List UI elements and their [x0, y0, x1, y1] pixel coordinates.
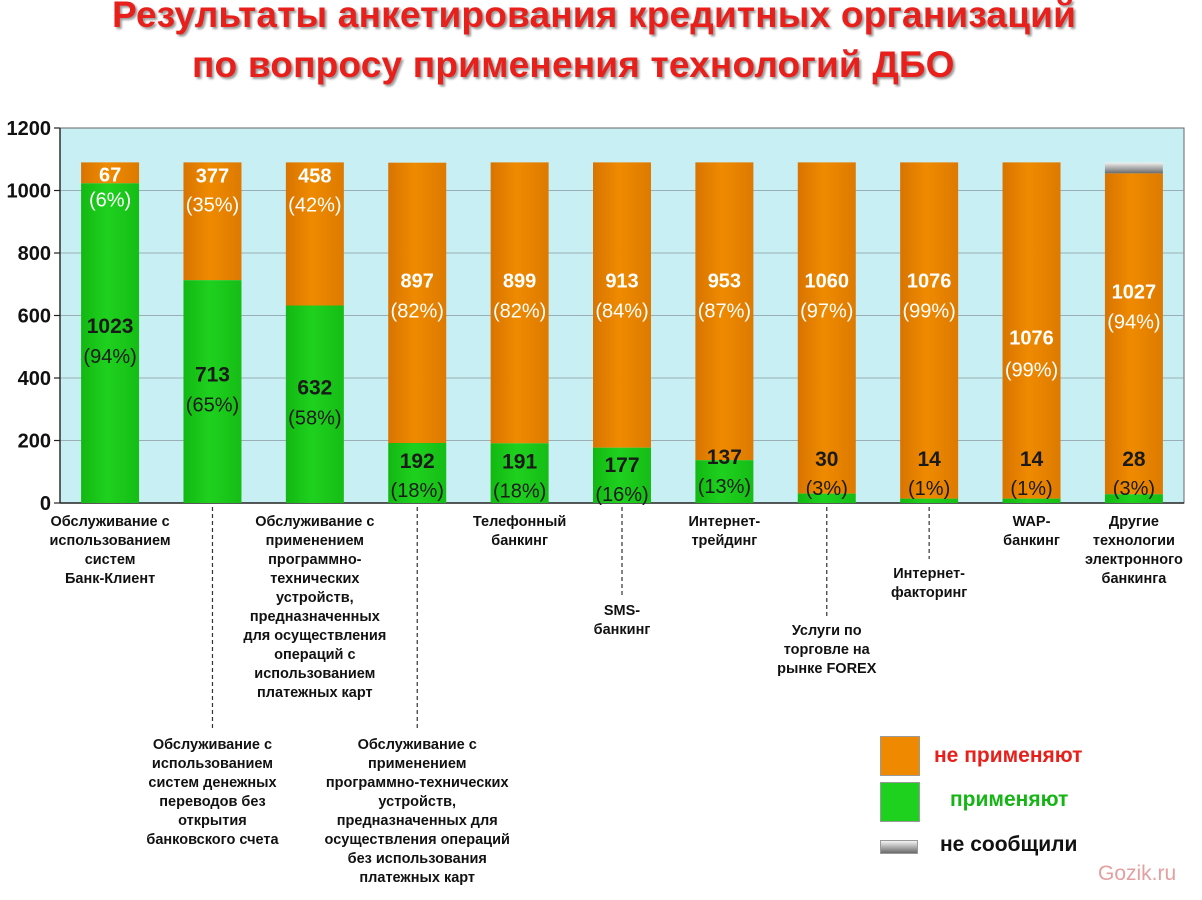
- bar-not-applying: [183, 162, 242, 281]
- bar-not-applying: [81, 162, 140, 184]
- bar-not-applying: [285, 162, 344, 306]
- category-label: WAP- банкинг: [1003, 514, 1060, 549]
- category-label: Телефонный банкинг: [472, 514, 567, 549]
- legend-label-applying: применяют: [950, 788, 1069, 811]
- percent-label-not-applying: (94%): [1107, 311, 1160, 333]
- value-label-applying: 713: [195, 364, 230, 387]
- bar-applying: [285, 305, 344, 503]
- category-label: SMS- банкинг: [593, 603, 651, 638]
- percent-label-not-applying: (87%): [698, 300, 751, 322]
- y-tick-label: 400: [18, 368, 51, 390]
- percent-label-applying: (58%): [288, 407, 341, 429]
- title-line-2: по вопросу применения технологий ДБО: [192, 44, 955, 85]
- value-label-applying: 1023: [87, 315, 134, 338]
- value-label-not-applying: 458: [298, 165, 331, 187]
- bar-applying: [797, 493, 856, 503]
- percent-label-not-applying: (6%): [89, 189, 131, 211]
- category-label: Обслуживание с использованием систем Бан…: [49, 514, 171, 587]
- percent-label-not-applying: (35%): [186, 194, 239, 216]
- bar-applying: [1104, 494, 1163, 503]
- percent-label-applying: (18%): [493, 480, 546, 502]
- chart-title: Результаты анкетирования кредитных орган…: [0, 0, 1202, 96]
- legend-swatch-not-applying: [880, 736, 920, 776]
- percent-label-applying: (65%): [186, 395, 239, 417]
- legend-label-not-reported: не сообщили: [940, 833, 1078, 856]
- bar-applying: [593, 447, 651, 503]
- bar-applying: [490, 443, 549, 503]
- bar-applying: [695, 460, 754, 503]
- value-label-not-applying: 953: [708, 270, 741, 292]
- percent-label-not-applying: (97%): [800, 300, 853, 322]
- value-label-applying: 192: [400, 450, 435, 473]
- percent-label-applying: (13%): [698, 476, 751, 498]
- value-label-applying: 30: [815, 448, 838, 471]
- legend-swatch-not-reported: [880, 840, 918, 854]
- category-label: Обслуживание с применением программно-те…: [324, 737, 510, 886]
- bar-applying: [81, 183, 140, 503]
- value-label-not-applying: 897: [401, 271, 434, 293]
- category-label: Другие технологии электронного банкинга: [1084, 514, 1183, 587]
- y-tick-label: 1000: [7, 181, 52, 203]
- percent-label-applying: (16%): [595, 484, 648, 506]
- bar-applying: [1002, 498, 1061, 503]
- value-label-applying: 28: [1122, 448, 1146, 471]
- value-label-not-applying: 377: [196, 165, 229, 187]
- title-line-1: Результаты анкетирования кредитных орган…: [112, 0, 1077, 35]
- bar-not-applying: [1104, 173, 1163, 495]
- percent-label-applying: (1%): [908, 478, 950, 500]
- percent-label-applying: (1%): [1010, 478, 1052, 500]
- bar-not-applying: [388, 162, 447, 443]
- value-label-not-applying: 1060: [805, 270, 850, 292]
- value-label-applying: 14: [917, 448, 941, 471]
- category-label: Обслуживание с применением программно- т…: [243, 514, 387, 701]
- value-label-applying: 191: [502, 450, 537, 473]
- percent-label-applying: (94%): [83, 346, 136, 368]
- y-tick-label: 200: [18, 431, 51, 453]
- value-label-not-applying: 1027: [1112, 281, 1157, 303]
- watermark: Gozik.ru: [1098, 862, 1177, 885]
- bar-applying: [183, 280, 242, 503]
- bar-not-applying: [900, 162, 959, 499]
- bar-not-applying: [695, 162, 754, 461]
- bar-not-applying: [1002, 162, 1061, 499]
- bar-not-applying: [797, 162, 856, 494]
- value-label-applying: 177: [604, 454, 639, 477]
- value-label-applying: 137: [707, 446, 742, 469]
- percent-label-not-applying: (99%): [1005, 359, 1058, 381]
- bar-not-applying: [490, 162, 549, 444]
- y-tick-label: 600: [18, 306, 51, 328]
- percent-label-not-applying: (82%): [391, 301, 444, 323]
- bar-not-reported: [1104, 162, 1163, 174]
- legend-swatch-applying: [880, 782, 920, 822]
- bar-applying: [900, 498, 959, 503]
- percent-label-not-applying: (84%): [595, 300, 648, 322]
- value-label-not-applying: 67: [99, 164, 121, 186]
- value-label-not-applying: 1076: [907, 270, 952, 292]
- value-label-not-applying: 1076: [1009, 327, 1054, 349]
- percent-label-applying: (3%): [806, 478, 848, 500]
- percent-label-applying: (3%): [1113, 478, 1155, 500]
- percent-label-not-applying: (99%): [902, 300, 955, 322]
- value-label-not-applying: 913: [605, 270, 638, 292]
- percent-label-not-applying: (42%): [288, 194, 341, 216]
- category-label: Услуги по торговле на рынке FOREX: [777, 623, 877, 677]
- bar-not-applying: [593, 162, 651, 448]
- legend-label-not-applying: не применяют: [934, 744, 1083, 767]
- value-label-not-applying: 899: [503, 270, 536, 292]
- bar-applying: [388, 443, 447, 503]
- percent-label-not-applying: (82%): [493, 300, 546, 322]
- y-tick-label: 800: [18, 243, 51, 265]
- category-label: Обслуживание с использованием систем ден…: [146, 737, 279, 848]
- value-label-applying: 632: [297, 376, 332, 399]
- percent-label-applying: (18%): [391, 480, 444, 502]
- category-label: Интернет- трейдинг: [688, 514, 761, 549]
- legend: не применяют применяют не сообщили: [878, 734, 1118, 864]
- y-tick-label: 1200: [7, 118, 52, 140]
- category-label: Интернет- факторинг: [890, 566, 968, 601]
- y-tick-label: 0: [40, 493, 51, 515]
- value-label-applying: 14: [1020, 448, 1044, 471]
